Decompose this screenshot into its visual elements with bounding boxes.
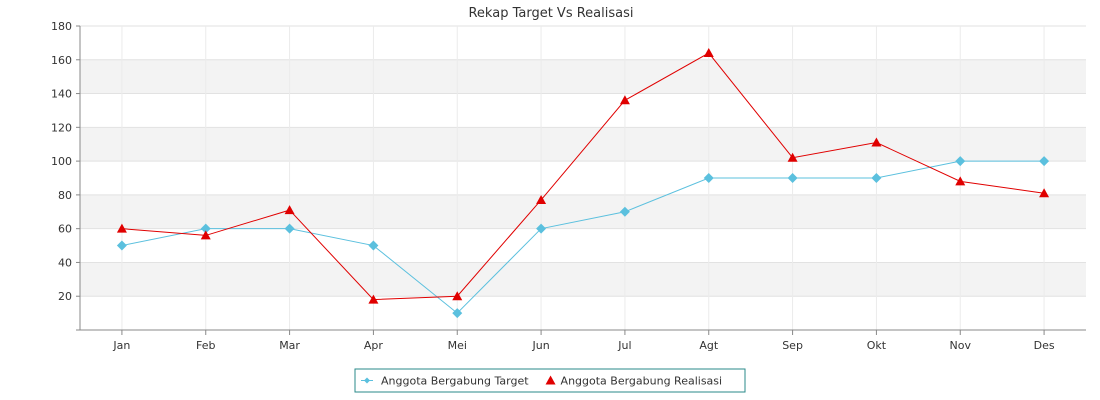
realisasi-point (284, 205, 295, 215)
grid-band (80, 127, 1086, 162)
y-tick-label: 140 (51, 88, 72, 101)
legend-label: Anggota Bergabung Target (381, 375, 529, 388)
target-point (368, 240, 379, 251)
y-tick-label: 80 (58, 189, 72, 202)
realisasi-point (368, 294, 379, 304)
realisasi-point (452, 291, 463, 301)
series-line (121, 160, 1045, 314)
y-tick-label: 40 (58, 256, 72, 269)
realisasi-point (619, 95, 630, 105)
x-tick-label: Jun (531, 339, 549, 352)
target-point (955, 156, 966, 167)
grid-bands (80, 59, 1086, 297)
y-tick-label: 20 (58, 290, 72, 303)
x-tick-label: Apr (364, 339, 384, 352)
y-axis-ticks: 20 40 60 80 100 120 140 160 180 (51, 20, 80, 331)
x-tick-label: Mei (448, 339, 467, 352)
y-tick-label: 160 (51, 54, 72, 67)
x-tick-label: Agt (699, 339, 719, 352)
target-point (871, 173, 882, 183)
x-tick-label: Jul (617, 339, 631, 352)
y-tick-label: 100 (51, 155, 72, 168)
x-tick-label: Mar (279, 339, 300, 352)
target-point (1039, 156, 1050, 167)
axes (79, 26, 1086, 331)
series-layer (116, 48, 1050, 319)
x-tick-label: Nov (950, 339, 972, 352)
target-point (200, 223, 211, 234)
chart-title: Rekap Target Vs Realisasi (468, 6, 633, 21)
grid-band (80, 59, 1086, 94)
realisasi-point (703, 48, 714, 58)
legend-label: Anggota Bergabung Realisasi (561, 375, 723, 388)
realisasi-point (787, 152, 798, 162)
series-line (121, 52, 1045, 301)
target-point (619, 206, 630, 217)
realisasi-point (536, 194, 547, 204)
realisasi-point (1039, 188, 1050, 198)
series-2 (116, 48, 1050, 304)
series-1 (116, 156, 1050, 319)
target-point (536, 223, 547, 234)
target-point (284, 223, 295, 234)
x-tick-label: Okt (867, 339, 887, 352)
target-point (787, 173, 798, 183)
x-axis-ticks: Jan Feb Mar Apr Mei Jun Jul Agt Sep Okt Nov Des (112, 330, 1055, 352)
x-tick-label: Sep (782, 339, 803, 352)
realisasi-point (955, 176, 966, 186)
realisasi-point (200, 230, 211, 240)
y-tick-label: 60 (58, 223, 72, 236)
legend-swatch-marker (364, 377, 370, 384)
target-point (703, 173, 714, 183)
y-tick-label: 180 (51, 20, 72, 33)
y-tick-label: 120 (51, 121, 72, 134)
realisasi-point (871, 137, 882, 147)
target-point (116, 240, 127, 251)
legend[interactable]: Anggota Bergabung Target Anggota Bergabun… (354, 368, 746, 393)
x-tick-label: Des (1034, 339, 1055, 352)
legend-item[interactable]: Anggota Bergabung Realisasi (545, 375, 723, 388)
legend-item[interactable]: Anggota Bergabung Target (361, 375, 529, 388)
x-tick-label: Jan (112, 339, 130, 352)
x-tick-label: Feb (196, 339, 215, 352)
grid-band (80, 194, 1086, 229)
target-point (452, 308, 463, 319)
legend-swatch-marker (545, 375, 556, 385)
realisasi-point (116, 223, 127, 233)
grid-band (80, 262, 1086, 297)
